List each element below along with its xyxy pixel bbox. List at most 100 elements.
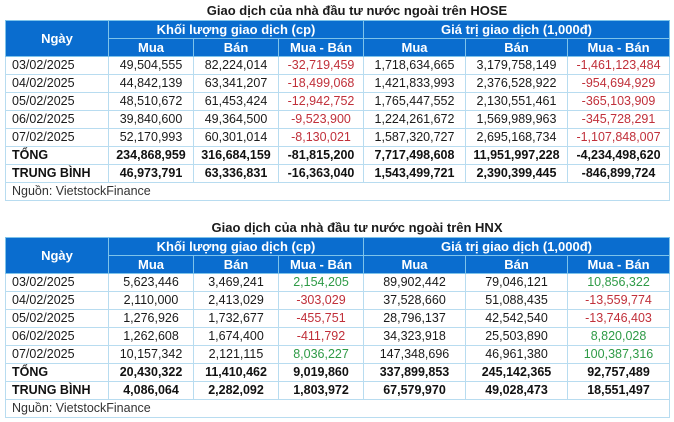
cell-date: 03/02/2025 [5, 273, 109, 292]
cell-val-buy: 1,543,499,721 [363, 164, 466, 183]
table-row: 05/02/2025 48,510,672 61,453,424 -12,942,75… [5, 92, 670, 111]
table-row: 07/02/2025 52,170,993 60,301,014 -8,130,021… [5, 128, 670, 147]
cell-val-sell: 46,961,380 [465, 345, 568, 364]
cell-val-buy: 7,717,498,608 [363, 146, 466, 165]
cell-vol-buy: 39,840,600 [108, 110, 194, 129]
cell-val-net: 8,820,028 [567, 327, 670, 346]
source-note: Nguồn: VietstockFinance [5, 182, 670, 201]
cell-date: 05/02/2025 [5, 92, 109, 111]
cell-vol-sell: 49,364,500 [193, 110, 279, 129]
cell-val-net: -1,461,123,484 [567, 56, 670, 75]
cell-vol-net: -12,942,752 [278, 92, 364, 111]
total-label: TỔNG [5, 146, 109, 165]
header-val-buy: Mua [363, 255, 466, 274]
cell-val-sell: 42,542,540 [465, 309, 568, 328]
cell-val-sell: 79,046,121 [465, 273, 568, 292]
table-row: 03/02/2025 49,504,555 82,224,014 -32,719,45… [5, 56, 670, 75]
cell-vol-buy: 234,868,959 [108, 146, 194, 165]
average-row: TRUNG BÌNH 46,973,791 63,336,831 -16,363,04… [5, 164, 670, 183]
cell-vol-buy: 4,086,064 [108, 381, 194, 400]
cell-val-buy: 1,587,320,727 [363, 128, 466, 147]
cell-vol-net: -455,751 [278, 309, 364, 328]
cell-vol-net: -411,792 [278, 327, 364, 346]
cell-vol-net: -303,029 [278, 291, 364, 310]
cell-val-net: -13,746,403 [567, 309, 670, 328]
header-date: Ngày [5, 237, 109, 274]
cell-date: 07/02/2025 [5, 345, 109, 364]
hose-section: Giao dịch của nhà đầu tư nước ngoài trên… [5, 2, 670, 201]
cell-vol-buy: 46,973,791 [108, 164, 194, 183]
cell-vol-sell: 2,121,115 [193, 345, 279, 364]
table-row: 04/02/2025 44,842,139 63,341,207 -18,499,06… [5, 74, 670, 93]
average-label: TRUNG BÌNH [5, 164, 109, 183]
cell-vol-sell: 82,224,014 [193, 56, 279, 75]
total-label: TỔNG [5, 363, 109, 382]
cell-val-sell: 3,179,758,149 [465, 56, 568, 75]
cell-vol-sell: 63,336,831 [193, 164, 279, 183]
cell-val-buy: 1,421,833,993 [363, 74, 466, 93]
cell-val-buy: 1,718,634,665 [363, 56, 466, 75]
cell-vol-buy: 5,623,446 [108, 273, 194, 292]
cell-date: 06/02/2025 [5, 110, 109, 129]
average-row: TRUNG BÌNH 4,086,064 2,282,092 1,803,972 67,… [5, 381, 670, 400]
cell-vol-buy: 1,262,608 [108, 327, 194, 346]
cell-val-net: -365,103,909 [567, 92, 670, 111]
cell-vol-buy: 48,510,672 [108, 92, 194, 111]
average-label: TRUNG BÌNH [5, 381, 109, 400]
cell-val-sell: 49,028,473 [465, 381, 568, 400]
header-vol-buy: Mua [108, 38, 194, 57]
source-row: Nguồn: VietstockFinance [5, 182, 670, 201]
cell-vol-net: -16,363,040 [278, 164, 364, 183]
cell-val-sell: 2,130,551,461 [465, 92, 568, 111]
cell-vol-net: -8,130,021 [278, 128, 364, 147]
cell-vol-sell: 316,684,159 [193, 146, 279, 165]
cell-vol-net: 2,154,205 [278, 273, 364, 292]
hose-table-title: Giao dịch của nhà đầu tư nước ngoài trên… [206, 3, 508, 18]
cell-val-net: -846,899,724 [567, 164, 670, 183]
header-val-net: Mua - Bán [567, 255, 670, 274]
cell-val-sell: 245,142,365 [465, 363, 568, 382]
cell-val-sell: 2,376,528,922 [465, 74, 568, 93]
cell-vol-sell: 60,301,014 [193, 128, 279, 147]
hnx-table-title: Giao dịch của nhà đầu tư nước ngoài trên… [211, 220, 503, 235]
cell-vol-net: -18,499,068 [278, 74, 364, 93]
total-row: TỔNG 234,868,959 316,684,159 -81,815,200 7,7… [5, 146, 670, 165]
cell-date: 05/02/2025 [5, 309, 109, 328]
header-vol-net: Mua - Bán [278, 38, 364, 57]
cell-val-net: -1,107,848,007 [567, 128, 670, 147]
header-val-buy: Mua [363, 38, 466, 57]
cell-date: 06/02/2025 [5, 327, 109, 346]
source-note: Nguồn: VietstockFinance [5, 399, 670, 418]
cell-vol-net: 8,036,227 [278, 345, 364, 364]
cell-vol-buy: 52,170,993 [108, 128, 194, 147]
cell-val-sell: 2,390,399,445 [465, 164, 568, 183]
cell-vol-sell: 11,410,462 [193, 363, 279, 382]
total-row: TỔNG 20,430,322 11,410,462 9,019,860 337,899… [5, 363, 670, 382]
header-value-group: Giá trị giao dịch (1,000đ) [363, 20, 670, 39]
header-val-sell: Bán [465, 38, 568, 57]
cell-val-net: -954,694,929 [567, 74, 670, 93]
header-volume-group: Khối lượng giao dịch (cp) [108, 237, 364, 256]
cell-date: 04/02/2025 [5, 74, 109, 93]
cell-vol-buy: 2,110,000 [108, 291, 194, 310]
cell-date: 04/02/2025 [5, 291, 109, 310]
cell-val-buy: 1,765,447,552 [363, 92, 466, 111]
table-row: 07/02/2025 10,157,342 2,121,115 8,036,227 14… [5, 345, 670, 364]
hose-table: Ngày Khối lượng giao dịch (cp) Giá trị g… [5, 20, 670, 201]
cell-val-net: 92,757,489 [567, 363, 670, 382]
cell-val-buy: 337,899,853 [363, 363, 466, 382]
cell-val-net: -345,728,291 [567, 110, 670, 129]
cell-val-buy: 37,528,660 [363, 291, 466, 310]
cell-vol-sell: 3,469,241 [193, 273, 279, 292]
cell-vol-buy: 10,157,342 [108, 345, 194, 364]
table-row: 05/02/2025 1,276,926 1,732,677 -455,751 28,7… [5, 309, 670, 328]
header-vol-sell: Bán [193, 255, 279, 274]
header-value-group: Giá trị giao dịch (1,000đ) [363, 237, 670, 256]
hnx-table: Ngày Khối lượng giao dịch (cp) Giá trị g… [5, 237, 670, 418]
cell-val-net: -4,234,498,620 [567, 146, 670, 165]
header-vol-buy: Mua [108, 255, 194, 274]
cell-vol-buy: 1,276,926 [108, 309, 194, 328]
cell-vol-net: -9,523,900 [278, 110, 364, 129]
header-val-sell: Bán [465, 255, 568, 274]
cell-val-buy: 67,579,970 [363, 381, 466, 400]
